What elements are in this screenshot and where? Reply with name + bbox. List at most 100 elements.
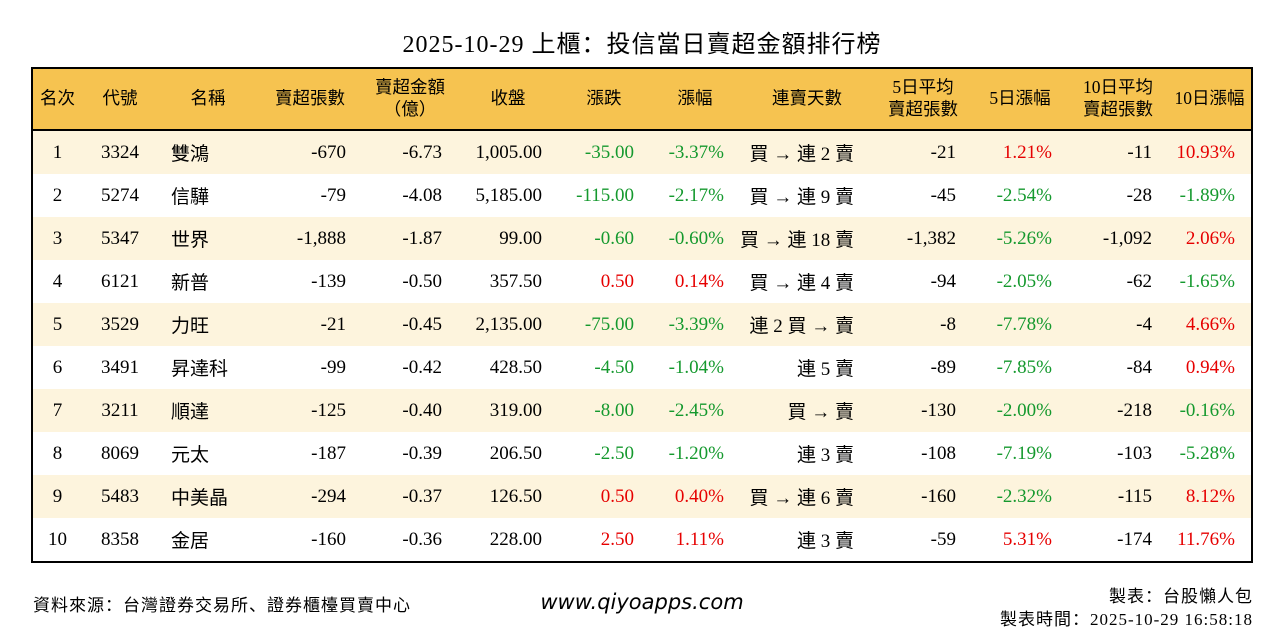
table-cell-streak: 連 3 賣 (796, 531, 854, 552)
column-header-rank: 名次 (32, 68, 82, 131)
table-cell-net-sell-amount: -0.45 (402, 313, 442, 335)
table-cell-pct10: 8.12% (1185, 485, 1235, 507)
table-cell-net-sell-volume: -79 (320, 184, 346, 206)
table-cell-close: 319.00 (489, 399, 542, 421)
table-cell-net-sell-amount: -0.40 (402, 399, 442, 421)
table-cell-code: 3324 (101, 141, 139, 163)
table-cell-avg10-volume: -11 (1127, 141, 1152, 163)
table-cell-code: 5483 (101, 485, 139, 507)
table-cell-avg10-volume: -62 (1126, 270, 1152, 292)
column-header-code: 代號 (82, 68, 158, 131)
table-cell-close: 428.50 (489, 356, 542, 378)
table-cell-pct10: 0.94% (1185, 356, 1235, 378)
table-cell-avg10-volume: -84 (1126, 356, 1152, 378)
table-row: 10 8358 金居 -160 -0.36 228.00 2.50 1.11% 連 3 賣 -59… (32, 518, 1252, 562)
column-header-net-sell-volume: 賣超張數 (258, 68, 362, 131)
table-cell-change-pct: -3.37% (668, 141, 724, 163)
table-cell-change-pct: -0.60% (668, 227, 724, 249)
table-cell-avg10-volume: -4 (1136, 313, 1152, 335)
table-cell-pct5: 1.21% (1002, 141, 1052, 163)
table-row: 7 3211 順達 -125 -0.40 319.00 -8.00 -2.45% 買 → 賣 -1… (32, 389, 1252, 432)
table-cell-rank: 5 (52, 313, 63, 335)
table-cell-avg10-volume: -103 (1117, 442, 1152, 464)
table-row: 9 5483 中美晶 -294 -0.37 126.50 0.50 0.40% 買 → 連 6 … (32, 475, 1252, 518)
table-cell-net-sell-volume: -139 (311, 270, 346, 292)
table-cell-net-sell-volume: -1,888 (296, 227, 346, 249)
table-cell-avg5-volume: -130 (921, 399, 956, 421)
table-cell-pct10: -1.89% (1179, 184, 1235, 206)
table-cell-change: -2.50 (594, 442, 634, 464)
table-cell-change-pct: 0.14% (674, 270, 724, 292)
column-header-avg5-volume: 5日平均 賣超張數 (874, 68, 972, 131)
table-cell-name: 力旺 (171, 316, 210, 337)
table-cell-code: 3211 (101, 399, 139, 421)
table-cell-avg5-volume: -8 (940, 313, 956, 335)
table-cell-avg5-volume: -45 (930, 184, 956, 206)
table-cell-net-sell-amount: -0.39 (402, 442, 442, 464)
table-cell-name: 雙鴻 (171, 144, 210, 165)
table-row: 5 3529 力旺 -21 -0.45 2,135.00 -75.00 -3.39% 連 2 買… (32, 303, 1252, 346)
table-cell-avg5-volume: -160 (921, 485, 956, 507)
table-cell-change: -75.00 (584, 313, 634, 335)
table-cell-net-sell-amount: -4.08 (402, 184, 442, 206)
table-cell-change: 0.50 (600, 485, 634, 507)
table-cell-change-pct: -2.45% (668, 399, 724, 421)
table-cell-streak: 連 3 賣 (796, 445, 854, 466)
table-cell-change-pct: -3.39% (668, 313, 724, 335)
table-cell-avg5-volume: -59 (930, 528, 956, 550)
table-cell-name: 新普 (171, 273, 210, 294)
table-cell-code: 8358 (101, 528, 139, 550)
column-header-pct5: 5日漲幅 (972, 68, 1068, 131)
table-cell-avg10-volume: -174 (1117, 528, 1152, 550)
table-cell-pct10: 4.66% (1185, 313, 1235, 335)
table-cell-change-pct: 1.11% (675, 528, 724, 550)
table-cell-change-pct: 0.40% (674, 485, 724, 507)
table-cell-pct5: -2.00% (996, 399, 1052, 421)
table-cell-rank: 7 (52, 399, 63, 421)
table-cell-rank: 6 (52, 356, 63, 378)
made-time-label: 製表時間：2025-10-29 16:58:18 (999, 609, 1253, 629)
table-cell-streak: 連 5 賣 (796, 359, 854, 380)
table-cell-pct5: -2.05% (996, 270, 1052, 292)
table-cell-name: 昇達科 (171, 359, 229, 380)
table-row: 3 5347 世界 -1,888 -1.87 99.00 -0.60 -0.60% 買 → 連 … (32, 217, 1252, 260)
table-cell-pct10: -5.28% (1179, 442, 1235, 464)
table-cell-code: 6121 (101, 270, 139, 292)
table-cell-streak: 買 → 連 6 賣 (749, 488, 854, 509)
table-cell-rank: 3 (52, 227, 63, 249)
table-cell-net-sell-amount: -0.37 (402, 485, 442, 507)
table-cell-change: -0.60 (594, 227, 634, 249)
table-cell-net-sell-volume: -125 (311, 399, 346, 421)
ranking-table: 名次 代號 名稱 賣超張數 賣超金額 （億） 收盤 漲跌 漲幅 連賣天數 5日平均 賣超張數 5日漲… (31, 67, 1253, 563)
table-cell-net-sell-volume: -99 (320, 356, 346, 378)
table-cell-change: -115.00 (576, 184, 634, 206)
table-cell-avg5-volume: -94 (930, 270, 956, 292)
table-cell-streak: 買 → 連 9 賣 (749, 187, 854, 208)
table-cell-avg10-volume: -1,092 (1102, 227, 1152, 249)
table-cell-net-sell-amount: -0.50 (402, 270, 442, 292)
table-cell-net-sell-volume: -160 (311, 528, 346, 550)
table-cell-pct10: 10.93% (1176, 141, 1235, 163)
table-cell-name: 金居 (171, 531, 210, 552)
table-cell-rank: 10 (48, 528, 67, 550)
table-row: 8 8069 元太 -187 -0.39 206.50 -2.50 -1.20% 連 3 賣 -1… (32, 432, 1252, 475)
table-cell-change: -35.00 (584, 141, 634, 163)
column-header-change: 漲跌 (558, 68, 650, 131)
table-cell-avg10-volume: -28 (1126, 184, 1152, 206)
credit-block: 製表：台股懶人包 製表時間：2025-10-29 16:58:18 (1000, 586, 1253, 632)
table-cell-code: 8069 (101, 442, 139, 464)
table-cell-net-sell-volume: -670 (311, 141, 346, 163)
table-cell-pct5: -7.19% (996, 442, 1052, 464)
table-cell-pct5: -2.54% (996, 184, 1052, 206)
table-cell-pct5: -7.78% (996, 313, 1052, 335)
table-cell-name: 元太 (171, 445, 210, 466)
table-cell-name: 中美晶 (171, 488, 229, 509)
table-cell-streak: 買 → 連 2 賣 (749, 144, 854, 165)
table-cell-rank: 1 (52, 141, 63, 163)
page-title: 2025-10-29 上櫃：投信當日賣超金額排行榜 (402, 32, 882, 58)
column-header-change-pct: 漲幅 (650, 68, 740, 131)
table-cell-change: -8.00 (594, 399, 634, 421)
table-cell-avg5-volume: -108 (921, 442, 956, 464)
table-cell-code: 3529 (101, 313, 139, 335)
table-cell-change-pct: -1.04% (668, 356, 724, 378)
